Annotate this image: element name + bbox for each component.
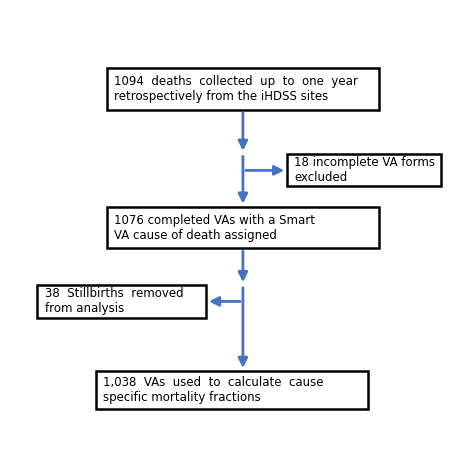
FancyBboxPatch shape — [37, 285, 206, 318]
Text: 1094  deaths  collected  up  to  one  year
retrospectively from the iHDSS sites: 1094 deaths collected up to one year ret… — [114, 75, 358, 103]
Text: 18 incomplete VA forms
excluded: 18 incomplete VA forms excluded — [294, 156, 435, 184]
FancyBboxPatch shape — [107, 68, 379, 110]
FancyBboxPatch shape — [107, 207, 379, 248]
Text: 38  Stillbirths  removed
from analysis: 38 Stillbirths removed from analysis — [45, 287, 183, 315]
Text: 1,038  VAs  used  to  calculate  cause
specific mortality fractions: 1,038 VAs used to calculate cause specif… — [103, 376, 324, 404]
FancyBboxPatch shape — [96, 371, 368, 409]
Text: 1076 completed VAs with a Smart
VA cause of death assigned: 1076 completed VAs with a Smart VA cause… — [114, 213, 315, 242]
FancyBboxPatch shape — [287, 155, 441, 186]
